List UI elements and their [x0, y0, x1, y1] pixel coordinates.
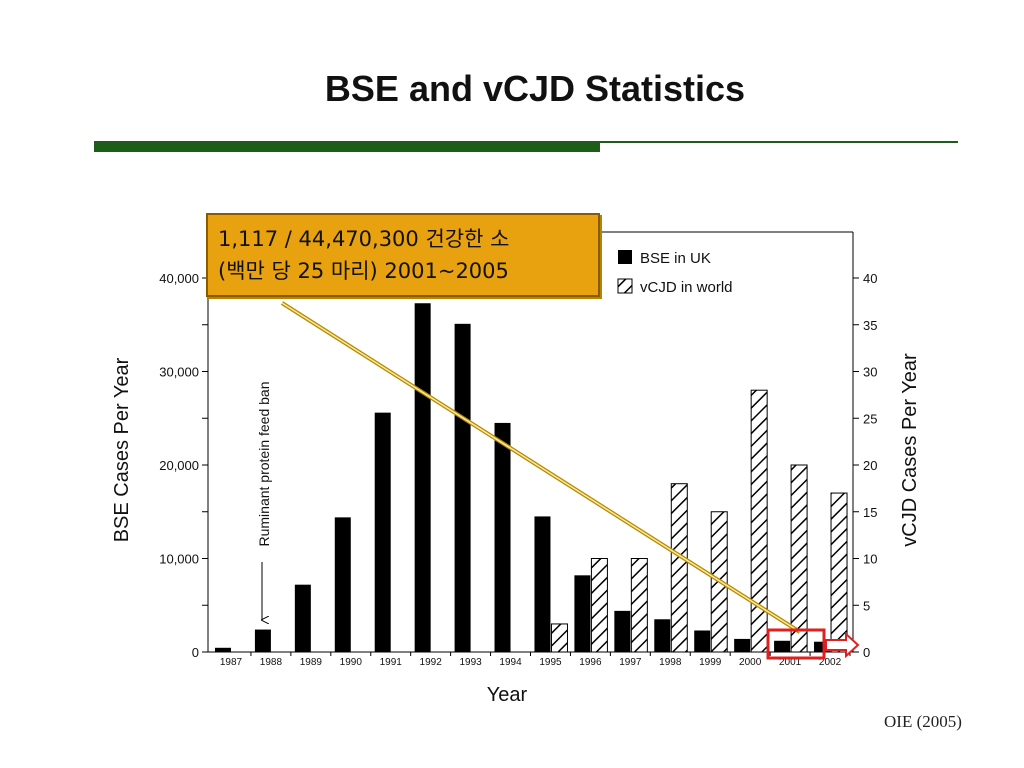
bar-vcjd-2000 — [750, 389, 768, 653]
x-tick-label-2000: 2000 — [739, 657, 762, 668]
x-tick-label-1990: 1990 — [340, 657, 363, 668]
bar-bse-1988 — [254, 629, 271, 652]
x-axis-title: Year — [487, 684, 528, 706]
bar-bse-1989 — [294, 584, 311, 652]
y2-axis-title: vCJD Cases Per Year — [899, 353, 921, 547]
bar-bse-1994 — [494, 422, 511, 652]
x-tick-label-1991: 1991 — [380, 657, 403, 668]
bar-bse-1992 — [414, 303, 431, 652]
y2-tick-label: 40 — [863, 271, 877, 286]
source-citation: OIE (2005) — [884, 712, 962, 731]
highlight-arrow-icon — [825, 631, 860, 659]
title-rule-thick — [94, 141, 600, 152]
y-tick-label: 30,000 — [159, 365, 199, 380]
feed-ban-annotation: Ruminant protein feed ban — [256, 382, 272, 547]
x-tick-label-1994: 1994 — [499, 657, 522, 668]
y2-tick-label: 25 — [863, 411, 877, 426]
x-tick-label-1996: 1996 — [579, 657, 602, 668]
x-tick-label-1995: 1995 — [539, 657, 562, 668]
y2-tick-label: 10 — [863, 552, 877, 567]
bar-bse-1993 — [454, 323, 471, 652]
bar-bse-1998 — [654, 619, 671, 652]
callout-box: 1,117 / 44,470,300 건강한 소 (백만 당 25 마리) 20… — [206, 213, 600, 297]
legend-label-vcjd: vCJD in world — [640, 279, 733, 296]
x-tick-label-1988: 1988 — [260, 657, 283, 668]
bar-bse-1999 — [694, 630, 711, 652]
x-tick-label-1999: 1999 — [699, 657, 722, 668]
bar-bse-1987 — [214, 647, 231, 652]
bar-bse-1991 — [374, 412, 391, 652]
y-tick-label: 40,000 — [159, 271, 199, 286]
y-tick-label: 10,000 — [159, 552, 199, 567]
bar-bse-1997 — [614, 610, 631, 652]
bar-vcjd-1995 — [550, 623, 568, 653]
y2-tick-label: 35 — [863, 318, 877, 333]
bar-vcjd-1997 — [630, 558, 648, 653]
y-tick-label: 20,000 — [159, 458, 199, 473]
y2-tick-label: 0 — [863, 645, 870, 660]
legend-swatch-bse — [618, 250, 632, 264]
bar-bse-2001 — [774, 640, 791, 652]
slide-title: BSE and vCJD Statistics — [324, 68, 746, 109]
y2-tick-label: 15 — [863, 505, 877, 520]
callout-connector-core — [281, 302, 801, 633]
y2-tick-label: 20 — [863, 458, 877, 473]
x-tick-label-1989: 1989 — [300, 657, 323, 668]
bar-bse-2000 — [734, 638, 751, 652]
x-tick-label-1987: 1987 — [220, 657, 243, 668]
x-tick-label-1993: 1993 — [459, 657, 482, 668]
y-axis-title: BSE Cases Per Year — [111, 357, 133, 542]
callout-line-2: (백만 당 25 마리) 2001~2005 — [218, 259, 509, 283]
bar-bse-2002 — [814, 641, 831, 652]
x-tick-label-1992: 1992 — [420, 657, 443, 668]
highlight-box — [766, 628, 826, 660]
bar-bse-1996 — [574, 575, 591, 652]
x-tick-label-1998: 1998 — [659, 657, 682, 668]
bar-vcjd-2002 — [830, 492, 848, 653]
legend-swatch-vcjd — [617, 278, 633, 294]
x-tick-label-2002: 2002 — [819, 657, 842, 668]
callout-line-1: 1,117 / 44,470,300 건강한 소 — [218, 227, 510, 251]
y2-tick-label: 30 — [863, 365, 877, 380]
bar-vcjd-2001 — [790, 464, 808, 653]
bar-bse-1990 — [334, 517, 351, 652]
bar-vcjd-1996 — [590, 558, 608, 653]
bar-vcjd-1998 — [670, 483, 688, 653]
legend-label-bse: BSE in UK — [640, 250, 711, 267]
bar-bse-1995 — [534, 516, 551, 652]
y2-tick-label: 5 — [863, 598, 870, 613]
y-tick-label: 0 — [192, 645, 199, 660]
x-tick-label-2001: 2001 — [779, 657, 802, 668]
title-rule-thin — [600, 141, 958, 143]
x-tick-label-1997: 1997 — [619, 657, 642, 668]
